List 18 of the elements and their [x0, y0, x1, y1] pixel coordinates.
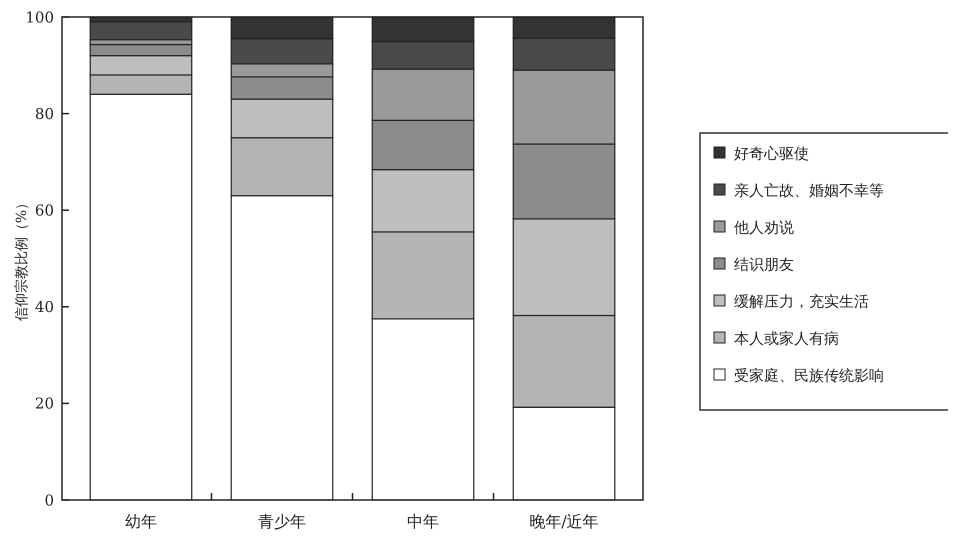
y-axis-title: 信仰宗教比例（%）: [14, 196, 30, 322]
legend-label: 缓解压力，充实生活: [734, 292, 869, 310]
legend-label: 亲人亡故、婚姻不幸等: [734, 181, 884, 200]
y-tick-label: 20: [34, 394, 54, 413]
legend-label: 好奇心驱使: [734, 144, 809, 162]
y-tick-label: 100: [25, 8, 54, 26]
x-tick-label: 中年: [407, 512, 440, 531]
x-tick-label: 幼年: [124, 512, 157, 531]
y-tick-label: 60: [34, 201, 54, 220]
x-tick-label: 青少年: [258, 512, 306, 531]
legend-label: 结识朋友: [734, 255, 794, 274]
legend-label: 受家庭、民族传统影响: [734, 366, 884, 384]
legend-label: 他人劝说: [734, 218, 794, 236]
x-tick-label: 晚年/近年: [529, 512, 599, 531]
y-tick-label: 40: [34, 298, 54, 316]
y-tick-label: 80: [34, 104, 54, 123]
legend-label: 本人或家人有病: [734, 329, 839, 348]
y-tick-label: 0: [44, 491, 54, 510]
